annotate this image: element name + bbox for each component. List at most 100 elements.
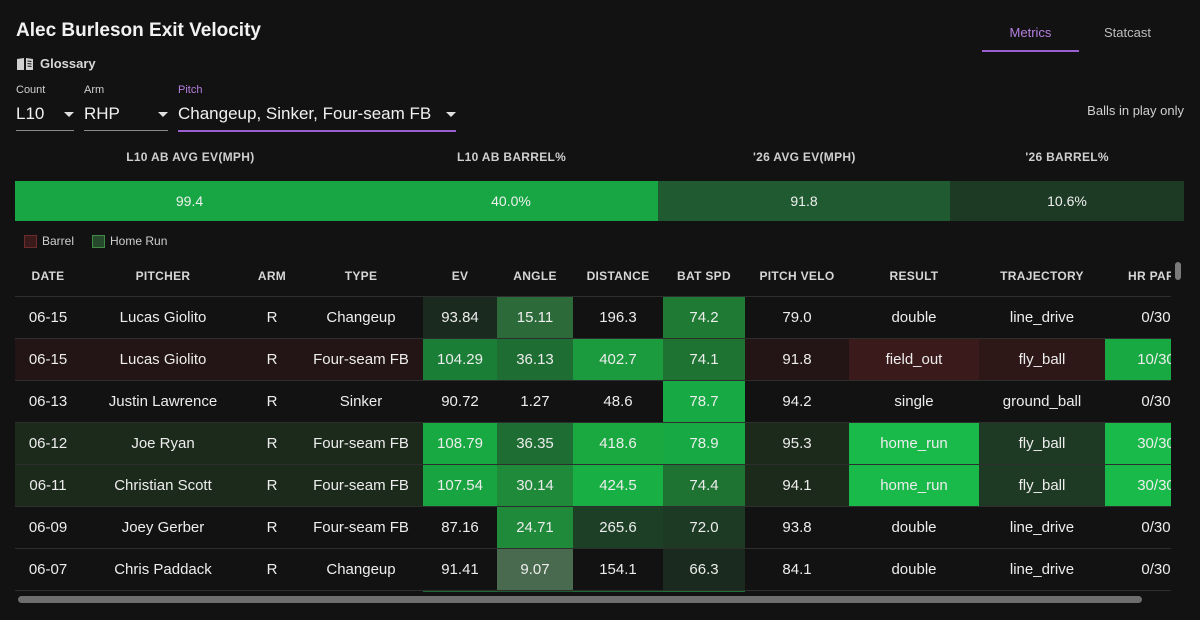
column-header-hr-park[interactable]: HR PARK bbox=[1105, 256, 1171, 297]
cell-bat-spd: 74.2 bbox=[663, 296, 745, 339]
table-row[interactable]: 06-09 Joey Gerber R Four-seam FB 87.16 24.71 2… bbox=[15, 506, 1171, 549]
column-header-type[interactable]: TYPE bbox=[299, 256, 423, 297]
table-row[interactable]: 06-15 Lucas Giolito R Four-seam FB 104.29 36.… bbox=[15, 338, 1171, 381]
legend-barrel-label: Barrel bbox=[42, 234, 75, 248]
cell-arm: R bbox=[245, 338, 299, 381]
cell-distance: 418.6 bbox=[573, 422, 663, 465]
cell-trajectory: line_drive bbox=[979, 506, 1105, 549]
cell-result: double bbox=[849, 296, 979, 339]
cell-trajectory: fly_ball bbox=[979, 338, 1105, 381]
results-table: DATE PITCHER ARM TYPE EV ANGLE DISTANCE BAT SPD… bbox=[15, 256, 1171, 592]
cell-type: Sinker bbox=[299, 380, 423, 423]
cell-result: field_out bbox=[849, 590, 979, 592]
cell-pitch-velo: 94.2 bbox=[745, 590, 849, 592]
cell-distance: 402.7 bbox=[573, 338, 663, 381]
table-header-row: DATE PITCHER ARM TYPE EV ANGLE DISTANCE BAT SPD… bbox=[15, 256, 1171, 297]
cell-ev: 104.29 bbox=[423, 338, 497, 381]
cell-ev: 101.96 bbox=[423, 590, 497, 592]
cell-ev: 107.54 bbox=[423, 464, 497, 507]
cell-ev: 91.41 bbox=[423, 548, 497, 591]
pitch-select[interactable]: Changeup, Sinker, Four-seam FB bbox=[178, 100, 456, 132]
table-row[interactable]: 06-07Rhett LowderRSinker101.9619.28346.1… bbox=[15, 590, 1171, 592]
table-body: 06-15 Lucas Giolito R Changeup 93.84 15.11 196… bbox=[15, 296, 1171, 592]
column-header-date[interactable]: DATE bbox=[15, 256, 81, 297]
table-row[interactable]: 06-11 Christian Scott R Four-seam FB 107.54 3… bbox=[15, 464, 1171, 507]
view-tabs: Metrics Statcast bbox=[982, 18, 1176, 52]
cell-hr-park: 30/30 bbox=[1105, 422, 1171, 465]
summary-header-l10-ev: L10 AB AVG EV(MPH) bbox=[126, 150, 255, 164]
summary-values: 99.4 40.0% 91.8 10.6% bbox=[15, 181, 1184, 221]
cell-angle: 30.14 bbox=[497, 464, 573, 507]
cell-angle: 36.13 bbox=[497, 338, 573, 381]
glossary-link[interactable]: Glossary bbox=[16, 56, 96, 71]
cell-hr-park: 0/30 bbox=[1105, 296, 1171, 339]
cell-bat-spd: 66.3 bbox=[663, 548, 745, 591]
cell-arm: R bbox=[245, 464, 299, 507]
column-header-angle[interactable]: ANGLE bbox=[497, 256, 573, 297]
cell-angle: 36.35 bbox=[497, 422, 573, 465]
column-header-arm[interactable]: ARM bbox=[245, 256, 299, 297]
cell-bat-spd: 74.4 bbox=[663, 464, 745, 507]
pitch-filter: Pitch Changeup, Sinker, Four-seam FB bbox=[178, 84, 456, 132]
count-value: L10 bbox=[16, 104, 45, 123]
column-header-pitch-velo[interactable]: PITCH VELO bbox=[745, 256, 849, 297]
cell-trajectory: line_drive bbox=[979, 296, 1105, 339]
cell-date: 06-07 bbox=[15, 590, 81, 592]
horizontal-scrollbar[interactable] bbox=[18, 596, 1142, 603]
cell-pitcher: Chris Paddack bbox=[81, 548, 245, 591]
cell-hr-park: 0/30 bbox=[1105, 548, 1171, 591]
cell-ev: 90.72 bbox=[423, 380, 497, 423]
cell-trajectory: fly_ball bbox=[979, 422, 1105, 465]
arm-select[interactable]: RHP bbox=[84, 100, 168, 131]
cell-bat-spd: 78.7 bbox=[663, 380, 745, 423]
tab-statcast[interactable]: Statcast bbox=[1104, 25, 1151, 40]
cell-hr-park: 0/30 bbox=[1105, 590, 1171, 592]
table-row[interactable]: 06-12 Joe Ryan R Four-seam FB 108.79 36.35 418… bbox=[15, 422, 1171, 465]
cell-pitch-velo: 94.1 bbox=[745, 464, 849, 507]
column-header-distance[interactable]: DISTANCE bbox=[573, 256, 663, 297]
cell-type: Four-seam FB bbox=[299, 338, 423, 381]
cell-result: double bbox=[849, 506, 979, 549]
chevron-down-icon bbox=[64, 111, 74, 117]
cell-date: 06-12 bbox=[15, 422, 81, 465]
cell-result: home_run bbox=[849, 464, 979, 507]
cell-distance: 154.1 bbox=[573, 548, 663, 591]
pitch-value: Changeup, Sinker, Four-seam FB bbox=[178, 104, 432, 123]
tab-metrics[interactable]: Metrics bbox=[982, 18, 1079, 52]
cell-pitch-velo: 93.8 bbox=[745, 506, 849, 549]
count-select[interactable]: L10 bbox=[16, 100, 74, 131]
table-row[interactable]: 06-13 Justin Lawrence R Sinker 90.72 1.27 48.6… bbox=[15, 380, 1171, 423]
summary-value-l10-ev: 99.4 bbox=[15, 181, 364, 221]
cell-type: Four-seam FB bbox=[299, 464, 423, 507]
results-table-container[interactable]: DATE PITCHER ARM TYPE EV ANGLE DISTANCE BAT SPD… bbox=[15, 256, 1171, 592]
cell-ev: 93.84 bbox=[423, 296, 497, 339]
glossary-label: Glossary bbox=[40, 56, 96, 71]
cell-type: Changeup bbox=[299, 548, 423, 591]
cell-type: Four-seam FB bbox=[299, 422, 423, 465]
column-header-pitcher[interactable]: PITCHER bbox=[81, 256, 245, 297]
arm-label: Arm bbox=[84, 84, 105, 96]
cell-angle: 19.28 bbox=[497, 590, 573, 592]
summary-value-season-ev: 91.8 bbox=[658, 181, 950, 221]
legend-home-run-label: Home Run bbox=[110, 234, 168, 248]
cell-date: 06-09 bbox=[15, 506, 81, 549]
cell-hr-park: 0/30 bbox=[1105, 506, 1171, 549]
cell-arm: R bbox=[245, 296, 299, 339]
table-row[interactable]: 06-07 Chris Paddack R Changeup 91.41 9.07 154.… bbox=[15, 548, 1171, 591]
cell-result: double bbox=[849, 548, 979, 591]
cell-type: Four-seam FB bbox=[299, 506, 423, 549]
count-label: Count bbox=[16, 84, 46, 96]
vertical-scrollbar[interactable] bbox=[1175, 262, 1181, 280]
cell-distance: 346.1 bbox=[573, 590, 663, 592]
cell-trajectory: line_drive bbox=[979, 548, 1105, 591]
chevron-down-icon bbox=[446, 111, 456, 117]
cell-arm: R bbox=[245, 548, 299, 591]
cell-distance: 265.6 bbox=[573, 506, 663, 549]
column-header-result[interactable]: RESULT bbox=[849, 256, 979, 297]
column-header-ev[interactable]: EV bbox=[423, 256, 497, 297]
column-header-bat-spd[interactable]: BAT SPD bbox=[663, 256, 745, 297]
table-row[interactable]: 06-15 Lucas Giolito R Changeup 93.84 15.11 196… bbox=[15, 296, 1171, 339]
column-header-trajectory[interactable]: TRAJECTORY bbox=[979, 256, 1105, 297]
balls-in-play-note: Balls in play only bbox=[1087, 103, 1184, 118]
cell-distance: 424.5 bbox=[573, 464, 663, 507]
